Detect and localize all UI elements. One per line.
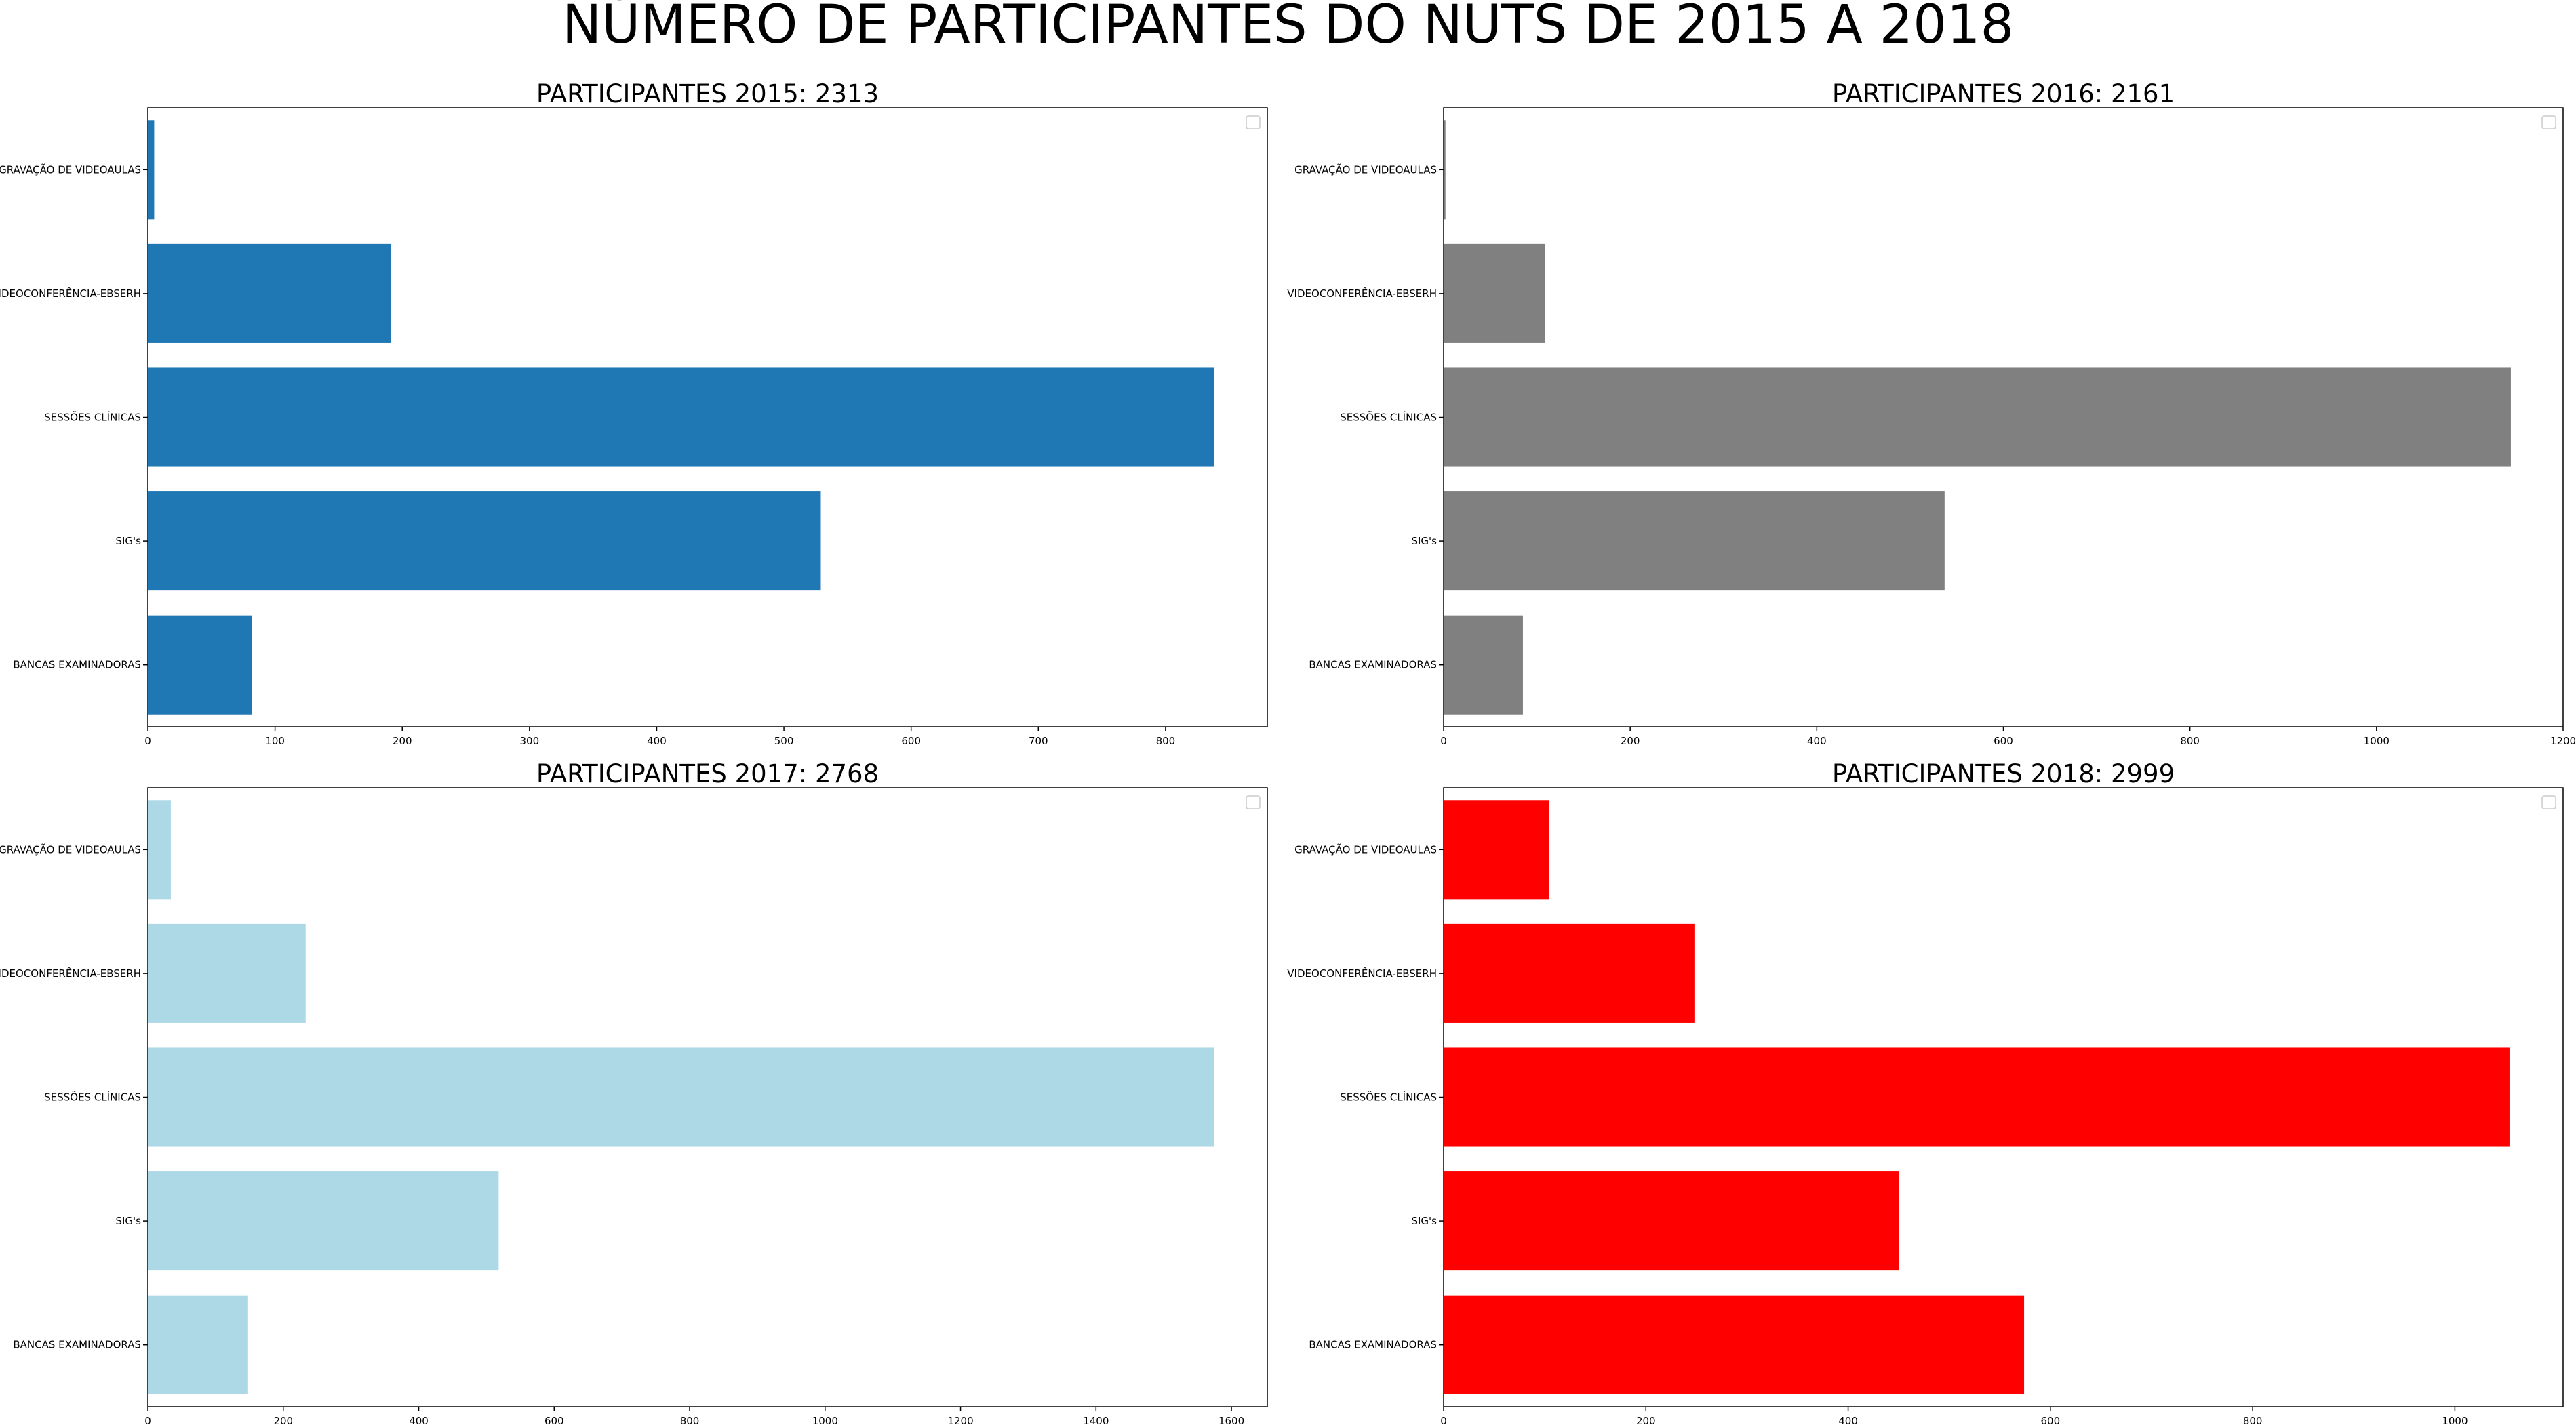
chart-3-title: PARTICIPANTES 2018: 2999 xyxy=(1832,759,2175,788)
chart-0-title: PARTICIPANTES 2015: 2313 xyxy=(536,79,879,108)
chart-2-xtick-label-400: 400 xyxy=(409,1415,429,1425)
chart-0-ytick-label-bancas-examinadoras: BANCAS EXAMINADORAS xyxy=(13,659,141,671)
chart-2-bar-sessoes-clinicas xyxy=(148,1047,1214,1147)
subplot-2017: PARTICIPANTES 2017: 2768 GRAVAÇÃO DE VIDE… xyxy=(0,759,1268,1425)
chart-2-xtick-label-1000: 1000 xyxy=(812,1415,838,1425)
chart-1-xtick-label-800: 800 xyxy=(2180,735,2200,747)
chart-1-xtick-label-1200: 1200 xyxy=(2550,735,2576,747)
chart-3-xtick-label-1000: 1000 xyxy=(2442,1415,2468,1425)
chart-3-xtick-label-800: 800 xyxy=(2243,1415,2263,1425)
chart-2-xtick-label-0: 0 xyxy=(144,1415,151,1425)
chart-2-bar-videoconferencia-ebserh xyxy=(148,923,306,1023)
chart-2-ytick-label-sessoes-clinicas: SESSÕES CLÍNICAS xyxy=(44,1091,141,1104)
chart-3-xtick-label-600: 600 xyxy=(2041,1415,2061,1425)
chart-2-axes-frame xyxy=(147,787,1268,1407)
chart-0-bar-gravacao-de-videoaulas xyxy=(148,120,155,220)
chart-3-xtick-label-400: 400 xyxy=(1838,1415,1858,1425)
chart-2-xtick-label-600: 600 xyxy=(544,1415,564,1425)
chart-3-bar-videoconferencia-ebserh xyxy=(1444,923,1695,1023)
chart-0-xtick-label-400: 400 xyxy=(647,735,667,747)
chart-0-bar-videoconferencia-ebserh xyxy=(148,243,391,343)
chart-2-ytick-label-sig-s: SIG's xyxy=(115,1215,141,1227)
chart-1-legend xyxy=(2541,115,2556,129)
chart-0-xtick-label-800: 800 xyxy=(1156,735,1176,747)
chart-3-bar-gravacao-de-videoaulas xyxy=(1444,800,1549,900)
chart-1-bar-videoconferencia-ebserh xyxy=(1444,243,1545,343)
chart-3-ytick-label-gravacao-de-videoaulas: GRAVAÇÃO DE VIDEOAULAS xyxy=(1294,843,1437,856)
chart-1-ytick-label-sig-s: SIG's xyxy=(1411,535,1437,547)
chart-3-xtick-label-0: 0 xyxy=(1440,1415,1447,1425)
chart-2-xtick-label-200: 200 xyxy=(273,1415,293,1425)
subplot-2016: PARTICIPANTES 2016: 2161 GRAVAÇÃO DE VIDE… xyxy=(1287,79,2576,747)
chart-3-xtick-label-200: 200 xyxy=(1636,1415,1656,1425)
chart-3-legend xyxy=(2541,795,2556,809)
chart-2-bar-sig-s xyxy=(148,1171,499,1271)
chart-1-xtick-label-1000: 1000 xyxy=(2364,735,2390,747)
subplot-2015: PARTICIPANTES 2015: 2313 GRAVAÇÃO DE VIDE… xyxy=(0,79,1268,747)
chart-0-ytick-label-gravacao-de-videoaulas: GRAVAÇÃO DE VIDEOAULAS xyxy=(0,163,141,176)
chart-2-xtick-label-1400: 1400 xyxy=(1083,1415,1109,1425)
chart-1-bar-bancas-examinadoras xyxy=(1444,615,1523,715)
chart-0-xtick-label-0: 0 xyxy=(144,735,151,747)
chart-0-axes-frame xyxy=(147,107,1268,727)
chart-0-xtick-label-100: 100 xyxy=(265,735,285,747)
chart-0-xtick-label-300: 300 xyxy=(520,735,540,747)
chart-3-ytick-label-sessoes-clinicas: SESSÕES CLÍNICAS xyxy=(1340,1091,1437,1104)
chart-2-xtick-label-1200: 1200 xyxy=(947,1415,973,1425)
chart-1-xtick-label-200: 200 xyxy=(1621,735,1640,747)
chart-0-bar-sessoes-clinicas xyxy=(148,367,1214,467)
chart-0-legend xyxy=(1246,115,1261,129)
subplot-2018: PARTICIPANTES 2018: 2999 GRAVAÇÃO DE VIDE… xyxy=(1287,759,2564,1425)
chart-3-axes-frame xyxy=(1443,787,2564,1407)
chart-2-ytick-label-bancas-examinadoras: BANCAS EXAMINADORAS xyxy=(13,1339,141,1351)
chart-3-ytick-label-bancas-examinadoras: BANCAS EXAMINADORAS xyxy=(1309,1339,1437,1351)
chart-1-bar-gravacao-de-videoaulas xyxy=(1444,120,1446,220)
chart-1-title: PARTICIPANTES 2016: 2161 xyxy=(1832,79,2175,108)
chart-0-xtick-label-700: 700 xyxy=(1029,735,1048,747)
chart-1-axes-frame xyxy=(1443,107,2564,727)
chart-1-ytick-label-gravacao-de-videoaulas: GRAVAÇÃO DE VIDEOAULAS xyxy=(1294,163,1437,176)
chart-0-xtick-label-600: 600 xyxy=(901,735,921,747)
chart-2-ytick-label-videoconferencia-ebserh: VIDEOCONFERÊNCIA-EBSERH xyxy=(0,967,141,980)
chart-2-legend xyxy=(1246,795,1261,809)
chart-2-xtick-label-800: 800 xyxy=(680,1415,700,1425)
chart-3-bar-bancas-examinadoras xyxy=(1444,1295,2025,1394)
chart-2-title: PARTICIPANTES 2017: 2768 xyxy=(536,759,879,788)
chart-0-ytick-label-sig-s: SIG's xyxy=(115,535,141,547)
chart-1-xtick-label-0: 0 xyxy=(1440,735,1447,747)
figure-title: NÚMERO DE PARTICIPANTES DO NUTS DE 2015 … xyxy=(561,0,2015,56)
chart-3-bar-sig-s xyxy=(1444,1171,1899,1271)
chart-1-bar-sig-s xyxy=(1444,491,1945,591)
chart-1-bar-sessoes-clinicas xyxy=(1444,367,2511,467)
chart-0-ytick-label-videoconferencia-ebserh: VIDEOCONFERÊNCIA-EBSERH xyxy=(0,287,141,300)
chart-1-ytick-label-sessoes-clinicas: SESSÕES CLÍNICAS xyxy=(1340,411,1437,424)
chart-0-bar-sig-s xyxy=(148,491,821,591)
chart-1-ytick-label-bancas-examinadoras: BANCAS EXAMINADORAS xyxy=(1309,659,1437,671)
chart-1-xtick-label-600: 600 xyxy=(1994,735,2013,747)
chart-1-xtick-label-400: 400 xyxy=(1807,735,1827,747)
chart-3-ytick-label-videoconferencia-ebserh: VIDEOCONFERÊNCIA-EBSERH xyxy=(1287,967,1437,980)
chart-1-ytick-label-videoconferencia-ebserh: VIDEOCONFERÊNCIA-EBSERH xyxy=(1287,287,1437,300)
chart-2-ytick-label-gravacao-de-videoaulas: GRAVAÇÃO DE VIDEOAULAS xyxy=(0,843,141,856)
chart-3-ytick-label-sig-s: SIG's xyxy=(1411,1215,1437,1227)
chart-3-bar-sessoes-clinicas xyxy=(1444,1047,2510,1147)
chart-0-xtick-label-500: 500 xyxy=(774,735,794,747)
chart-0-ytick-label-sessoes-clinicas: SESSÕES CLÍNICAS xyxy=(44,411,141,424)
chart-0-xtick-label-200: 200 xyxy=(393,735,412,747)
chart-2-xtick-label-1600: 1600 xyxy=(1218,1415,1244,1425)
chart-2-bar-bancas-examinadoras xyxy=(148,1295,248,1394)
chart-2-bar-gravacao-de-videoaulas xyxy=(148,800,171,900)
chart-0-bar-bancas-examinadoras xyxy=(148,615,252,715)
